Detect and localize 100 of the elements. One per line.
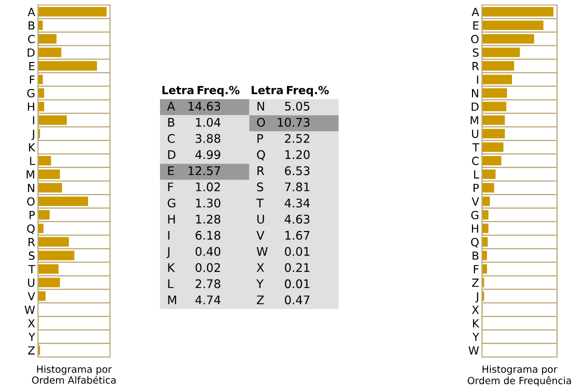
data-label: 2.52	[284, 134, 310, 143]
y-tick-label: X	[28, 319, 35, 328]
category-label: R	[258, 166, 264, 176]
category-label: C	[168, 134, 175, 143]
y-tick-label: P	[30, 210, 35, 220]
y-tick-label: U	[28, 278, 34, 287]
y-tick-label: F	[474, 265, 479, 274]
data-label: 4.34	[284, 198, 310, 208]
y-tick-label: S	[472, 48, 479, 57]
data-label: 3.88	[196, 134, 220, 143]
category-label: E	[168, 166, 174, 176]
category-label: S	[257, 182, 264, 192]
y-tick-label: A	[28, 8, 36, 16]
category-label: T	[256, 198, 264, 208]
y-tick-label: O	[27, 197, 35, 206]
data-label: 14.63	[188, 102, 220, 111]
y-tick-label: L	[474, 170, 480, 178]
category-label: X	[256, 263, 264, 272]
data-label: 0.01	[284, 279, 310, 288]
y-tick-label: W	[468, 346, 479, 354]
category-label: B	[168, 118, 174, 127]
y-tick-label: C	[472, 156, 479, 166]
category-label: H	[168, 214, 175, 224]
data-label: 2.78	[196, 279, 220, 288]
category-label: L	[168, 279, 174, 288]
y-tick-label: H	[472, 224, 478, 233]
y-tick-label: S	[28, 251, 35, 260]
y-tick-label: X	[472, 306, 479, 314]
y-tick-label: G	[27, 88, 34, 98]
y-tick-label: H	[28, 102, 34, 111]
y-tick-label: D	[472, 102, 479, 111]
y-tick-label: Y	[28, 332, 36, 341]
category-label: A	[167, 102, 176, 110]
data-label: 1.02	[196, 182, 220, 192]
y-tick-label: M	[470, 116, 478, 124]
category-label: I	[168, 231, 170, 240]
y-tick-label: U	[472, 130, 478, 138]
y-tick-label: N	[472, 89, 478, 98]
category-label: F	[168, 182, 174, 192]
y-tick-label: Y	[472, 332, 480, 341]
y-tick-label: P	[474, 184, 479, 192]
data-label: 1.28	[196, 214, 220, 224]
y-tick-label: T	[28, 265, 36, 274]
y-tick-label: A	[472, 8, 480, 16]
y-tick-label: V	[28, 292, 36, 300]
y-tick-label: C	[28, 34, 35, 44]
category-label: O	[257, 118, 265, 127]
data-label: 0.40	[196, 246, 220, 256]
y-tick-label: O	[471, 34, 479, 44]
data-label: 4.99	[195, 150, 220, 160]
category-label: Y	[256, 279, 264, 288]
category-label: D	[168, 150, 176, 159]
data-label: 1.04	[196, 118, 220, 127]
category-label: J	[166, 247, 170, 258]
text: Letra	[252, 86, 283, 94]
data-label: 1.67	[285, 230, 310, 240]
data-label: 0.01	[284, 246, 310, 256]
data-label: 7.81	[285, 182, 310, 192]
category-label: Z	[256, 296, 264, 304]
y-tick-label: F	[30, 76, 35, 84]
data-label: 0.47	[284, 295, 310, 304]
data-label: 1.20	[285, 150, 310, 160]
data-label: 4.63	[284, 214, 310, 224]
y-tick-label: Q	[471, 238, 479, 248]
category-label: G	[168, 198, 176, 208]
y-tick-label: W	[24, 306, 35, 314]
y-tick-label: B	[28, 21, 34, 30]
y-tick-label: D	[28, 48, 35, 57]
data-label: 6.53	[284, 166, 310, 176]
category-label: U	[257, 214, 264, 224]
data-label: 0.21	[284, 263, 310, 272]
text: Freq.%	[198, 86, 240, 96]
y-tick-label: Q	[27, 224, 35, 234]
category-label: Q	[257, 150, 265, 160]
y-tick-label: E	[29, 62, 35, 70]
x-axis-title: Histograma por Ordem de Frequência	[468, 365, 571, 386]
text: Freq.%	[286, 86, 329, 96]
category-label: K	[168, 263, 176, 272]
y-tick-label: L	[30, 156, 36, 165]
category-label: W	[256, 247, 268, 256]
data-label: 6.18	[196, 230, 220, 240]
y-tick-label: V	[472, 197, 480, 206]
y-tick-label: N	[28, 184, 34, 192]
data-label: 0.02	[196, 263, 220, 272]
y-tick-label: Z	[472, 278, 479, 287]
category-label: N	[258, 102, 264, 110]
data-label: 12.57	[188, 166, 220, 176]
y-tick-label: I	[477, 76, 478, 84]
y-tick-label: K	[473, 319, 480, 328]
data-label: 10.73	[278, 118, 310, 127]
y-tick-label: E	[473, 21, 479, 30]
y-tick-label: J	[31, 130, 34, 140]
category-label: V	[256, 231, 264, 240]
category-label: P	[258, 134, 264, 143]
y-tick-label: R	[28, 238, 35, 246]
y-tick-label: J	[475, 292, 478, 303]
y-tick-label: G	[471, 210, 478, 220]
category-label: M	[168, 296, 176, 304]
y-tick-label: R	[472, 62, 479, 70]
x-axis-title: Histograma por Ordem Alfabética	[32, 365, 116, 384]
